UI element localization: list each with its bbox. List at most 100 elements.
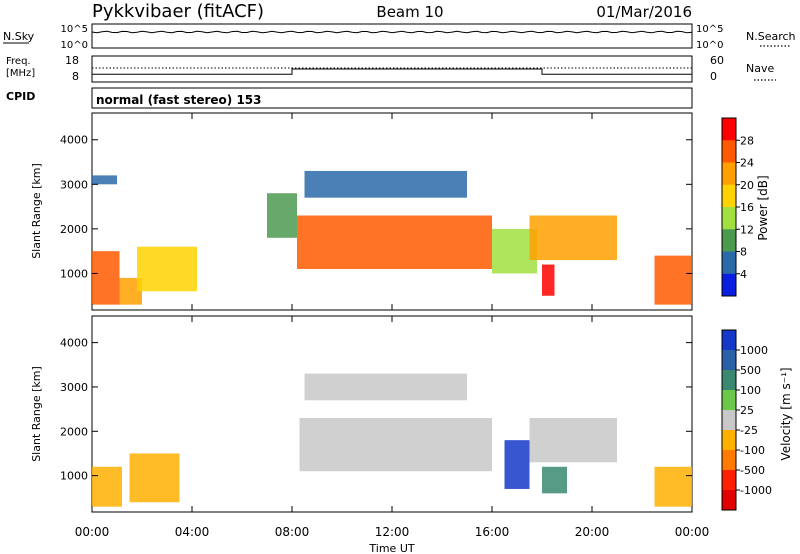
velocity-colorbar-tick-label: 100	[740, 384, 761, 397]
velocity-data-features	[92, 373, 692, 507]
power-colorbar-label: Power [dB]	[756, 175, 770, 240]
power-echo-region	[529, 215, 617, 261]
x-tick-label: 12:00	[375, 525, 410, 539]
x-tick-label: 00:00	[75, 525, 110, 539]
power-echo-region	[92, 251, 120, 305]
freq-label-line2: [MHz]	[6, 68, 35, 79]
cpid-text: normal (fast stereo) 153	[96, 93, 262, 107]
velocity-panel: 4000 3000 2000 1000 Slant Range [km]	[30, 315, 693, 513]
y-tick-label: 3000	[60, 178, 88, 191]
power-panel: 4000 3000 2000 1000 Slant Range [km]	[30, 112, 693, 311]
power-colorbar-tick-label: 8	[740, 246, 747, 259]
x-tick-label: 00:00	[675, 525, 710, 539]
x-axis-label: Time UT	[368, 542, 414, 554]
velocity-echo-region	[654, 466, 692, 507]
velocity-colorbar-tick-label: 25	[740, 404, 754, 417]
station-title: Pykkvibaer (fitACF)	[92, 1, 264, 22]
velocity-colorbar-swatch	[722, 470, 736, 491]
cpid-label: CPID	[6, 90, 35, 103]
velocity-colorbar-label: Velocity [m s⁻¹]	[779, 367, 793, 460]
y-tick-label: 3000	[60, 381, 88, 394]
nsearch-label: N.Search	[746, 30, 796, 43]
power-colorbar-tick-label: 16	[740, 201, 754, 214]
nsky-label: N.Sky	[3, 30, 35, 43]
y-tick-label: 4000	[60, 134, 88, 147]
velocity-colorbar-swatch	[722, 490, 736, 511]
power-colorbar-swatch	[722, 140, 736, 163]
power-colorbar-swatch	[722, 251, 736, 275]
velocity-y-axis: 4000 3000 2000 1000	[60, 337, 692, 483]
y-tick-label: 4000	[60, 337, 88, 350]
power-echo-region	[119, 277, 142, 305]
nsky-strip: N.Sky 10^5 10^0 10^5 10^0 N.Search	[3, 23, 796, 51]
freq-series-line	[92, 68, 692, 75]
velocity-colorbar-swatch	[722, 450, 736, 471]
date-title: 01/Mar/2016	[596, 3, 692, 21]
power-colorbar-swatch	[722, 273, 736, 297]
power-echo-region	[297, 215, 492, 269]
nave-tick-top: 60	[710, 54, 724, 67]
nsky-tick-top: 10^5	[61, 24, 88, 35]
y-tick-label: 1000	[60, 470, 88, 483]
power-colorbar-tick-label: 20	[740, 179, 754, 192]
power-y-axis-label: Slant Range [km]	[30, 163, 43, 259]
nave-label: Nave	[746, 62, 774, 75]
velocity-echo-region	[542, 466, 567, 494]
velocity-echo-region	[304, 373, 467, 401]
velocity-colorbar-tick-label: -1000	[740, 484, 772, 497]
velocity-colorbar-swatch	[722, 390, 736, 411]
nave-tick-bottom: 0	[710, 70, 717, 83]
power-data-features	[92, 170, 692, 305]
x-tick-label: 04:00	[175, 525, 210, 539]
power-colorbar-tick-label: 12	[740, 223, 754, 236]
x-axis: 00:00 04:00 08:00 12:00 16:00 20:00 00:00	[75, 113, 710, 539]
power-colorbar-swatch	[722, 162, 736, 186]
freq-strip: Freq. [MHz] 18 8 60 0 Nave CPID	[6, 54, 776, 103]
velocity-colorbar-swatch	[722, 370, 736, 391]
power-echo-region	[304, 170, 467, 198]
velocity-colorbar: 1000 500 100 25 -25 -100 -500 -1000	[721, 329, 772, 511]
y-tick-label: 2000	[60, 425, 88, 438]
y-tick-label: 1000	[60, 267, 88, 280]
power-echo-region	[542, 264, 555, 296]
power-colorbar: 28 24 20 16 12 8 4	[721, 117, 754, 297]
power-echo-region	[654, 255, 692, 305]
freq-label-line1: Freq.	[6, 56, 31, 67]
freq-tick-top: 18	[65, 54, 79, 67]
velocity-colorbar-tick-label: -100	[740, 444, 765, 457]
x-tick-label: 16:00	[475, 525, 510, 539]
power-colorbar-tick-label: 28	[740, 134, 754, 147]
x-tick-label: 08:00	[275, 525, 310, 539]
power-colorbar-swatch	[722, 229, 736, 252]
velocity-colorbar-swatch	[722, 410, 736, 431]
power-echo-region	[92, 175, 117, 185]
velocity-echo-region	[92, 466, 122, 507]
velocity-colorbar-tick-label: 1000	[740, 344, 768, 357]
power-colorbar-swatch	[722, 207, 736, 230]
velocity-echo-region	[129, 453, 180, 503]
velocity-echo-region	[504, 440, 530, 489]
x-tick-label: 20:00	[575, 525, 610, 539]
nsearch-tick-bottom: 10^0	[696, 40, 723, 51]
beam-title: Beam 10	[376, 3, 443, 21]
velocity-colorbar-tick-label: -500	[740, 464, 765, 477]
power-colorbar-tick-label: 4	[740, 268, 747, 281]
nsky-series-line	[91, 30, 693, 34]
nsky-tick-bottom: 10^0	[61, 40, 88, 51]
velocity-colorbar-swatch	[722, 350, 736, 371]
cpid-strip: normal (fast stereo) 153	[91, 87, 693, 109]
velocity-colorbar-frame	[721, 329, 737, 511]
nsearch-tick-top: 10^5	[696, 24, 723, 35]
power-y-axis: 4000 3000 2000 1000	[60, 134, 692, 280]
power-colorbar-tick-label: 24	[740, 157, 754, 170]
velocity-colorbar-swatch	[722, 330, 736, 351]
power-colorbar-swatch	[722, 118, 736, 141]
y-tick-label: 2000	[60, 223, 88, 236]
power-echo-region	[267, 193, 297, 238]
velocity-y-axis-label: Slant Range [km]	[30, 366, 43, 462]
velocity-colorbar-tick-label: -25	[740, 424, 758, 437]
velocity-echo-region	[299, 417, 492, 472]
velocity-colorbar-swatch	[722, 430, 736, 451]
velocity-echo-region	[529, 417, 617, 463]
